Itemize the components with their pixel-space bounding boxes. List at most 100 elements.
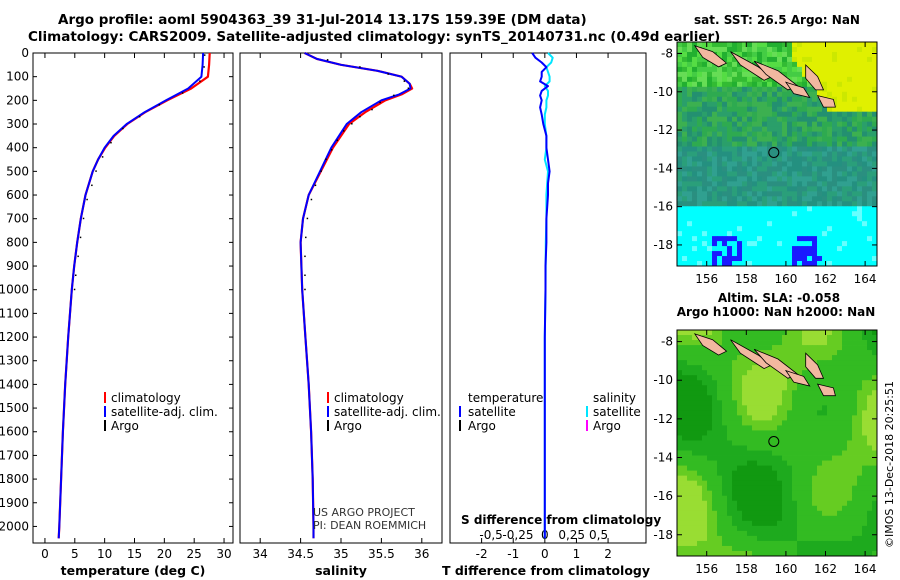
- map-cell: [777, 355, 783, 361]
- map-cell: [707, 350, 713, 356]
- map-cell: [722, 91, 728, 98]
- map-cell: [797, 450, 803, 456]
- map-cell: [817, 42, 823, 48]
- map-cell: [697, 420, 703, 426]
- map-cell: [812, 495, 818, 502]
- map-cell: [772, 216, 778, 222]
- map-cell: [812, 440, 818, 446]
- map-cell: [862, 465, 868, 472]
- map-cell: [797, 420, 803, 426]
- map-cell: [872, 510, 877, 517]
- map-cell: [817, 360, 823, 366]
- map-cell: [727, 405, 733, 411]
- map-cell: [842, 370, 848, 376]
- map-cell: [852, 201, 858, 207]
- map-cell: [717, 126, 723, 132]
- map-cell: [732, 141, 738, 147]
- map-cell: [837, 81, 843, 88]
- map-cell: [692, 42, 698, 48]
- map-cell: [812, 256, 818, 262]
- map-cell: [682, 410, 688, 416]
- map-cell: [857, 495, 863, 502]
- map-cell: [827, 91, 833, 98]
- map-cell: [852, 405, 858, 411]
- map-cell: [712, 550, 718, 556]
- map-cell: [767, 156, 773, 162]
- map-cell: [837, 450, 843, 456]
- map-cell: [687, 56, 693, 63]
- map-cell: [807, 86, 813, 93]
- map-cell: [792, 186, 798, 192]
- map-cell: [757, 236, 763, 242]
- map-cell: [782, 141, 788, 147]
- map-cell: [792, 420, 798, 426]
- map-cell: [852, 71, 858, 78]
- map-cell: [832, 166, 838, 172]
- difference-legend: temperature satellite Argo salinity sate…: [459, 391, 641, 433]
- map-cell: [767, 161, 773, 167]
- map-cell: [772, 191, 778, 197]
- map-cell: [797, 196, 803, 202]
- map-cell: [782, 540, 788, 547]
- map-cell: [852, 470, 858, 477]
- map-cell: [857, 550, 863, 556]
- map-cell: [817, 410, 823, 416]
- map-cell: [762, 550, 768, 556]
- map-cell: [697, 405, 703, 411]
- map-cell: [682, 415, 688, 421]
- map-cell: [702, 360, 708, 366]
- map-cell: [782, 42, 788, 48]
- map-cell: [847, 410, 853, 416]
- map-cell: [692, 261, 698, 266]
- map-cell: [852, 350, 858, 356]
- map-cell: [802, 136, 808, 142]
- map-cell: [792, 121, 798, 128]
- map-cell: [682, 231, 688, 237]
- map-cell: [747, 116, 753, 123]
- map-cell: [787, 490, 793, 497]
- map-cell: [802, 350, 808, 356]
- map-cell: [872, 365, 877, 371]
- map-cell: [697, 340, 703, 346]
- map-cell: [857, 186, 863, 192]
- map-cell: [837, 116, 843, 123]
- legend-argo: Argo: [111, 419, 139, 433]
- map-cell: [837, 345, 843, 351]
- argo-position-marker: [768, 147, 780, 158]
- map-cell: [827, 450, 833, 456]
- map-cell: [872, 340, 877, 346]
- map-cell: [812, 455, 818, 461]
- depth-tick-label: 1100: [0, 306, 29, 320]
- map-cell: [712, 166, 718, 172]
- map-cell: [747, 161, 753, 167]
- map-cell: [797, 171, 803, 177]
- map-cell: [692, 350, 698, 356]
- map-cell: [782, 231, 788, 237]
- map-cell: [857, 116, 863, 123]
- map-cell: [792, 545, 798, 552]
- map-cell: [697, 450, 703, 456]
- map-cell: [817, 505, 823, 512]
- map-cell: [737, 415, 743, 421]
- island-shape: [784, 81, 811, 99]
- map-cell: [702, 420, 708, 426]
- map-cell: [757, 171, 763, 177]
- map-cell: [767, 186, 773, 192]
- map-cell: [812, 400, 818, 406]
- map-cell: [762, 96, 768, 103]
- map-cell: [837, 495, 843, 502]
- map-cell: [797, 365, 803, 371]
- map-cell: [847, 370, 853, 376]
- map-cell: [692, 390, 698, 396]
- map-cell: [832, 525, 838, 532]
- map-cell: [752, 395, 758, 401]
- map-cell: [867, 166, 873, 172]
- map-cell: [807, 545, 813, 552]
- map-cell: [817, 440, 823, 446]
- map-cell: [682, 191, 688, 197]
- map-cell: [797, 430, 803, 436]
- map-cell: [742, 530, 748, 537]
- map-cell: [862, 251, 868, 257]
- map-cell: [732, 395, 738, 401]
- map-cell: [702, 91, 708, 98]
